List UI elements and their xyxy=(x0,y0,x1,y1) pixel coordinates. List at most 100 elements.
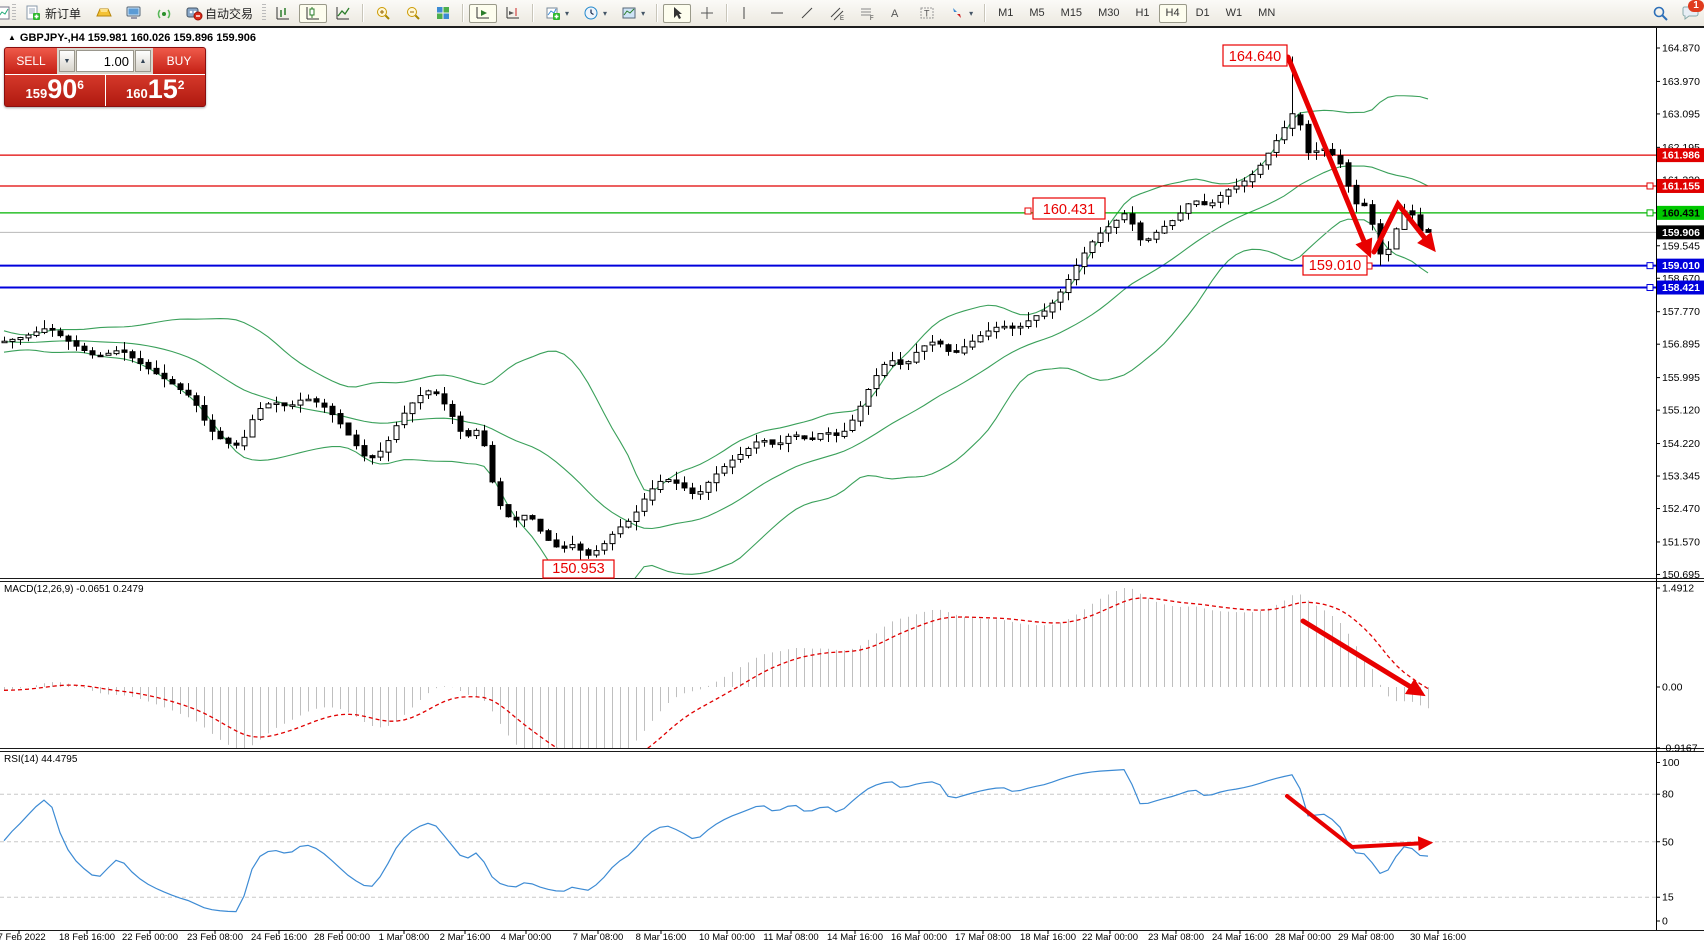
svg-text:0: 0 xyxy=(1662,916,1668,928)
volume-input[interactable] xyxy=(76,50,134,72)
tab-timeframe-w1[interactable]: W1 xyxy=(1225,7,1243,19)
buy-price[interactable]: 160 15 2 xyxy=(105,74,205,106)
chart-shift-icon xyxy=(505,5,521,21)
buy-button[interactable]: BUY xyxy=(153,48,205,74)
volume-increase-button[interactable]: ▲ xyxy=(135,50,151,72)
zoom-out-icon xyxy=(405,5,421,21)
chart-edit-icon[interactable] xyxy=(0,5,10,21)
collapse-triangle-icon[interactable]: ▲ xyxy=(8,33,16,42)
templates-icon xyxy=(621,5,637,21)
chat-button[interactable]: 1 xyxy=(1682,0,1704,23)
svg-text:F: F xyxy=(870,16,874,21)
svg-text:A: A xyxy=(891,8,899,20)
svg-text:164.870: 164.870 xyxy=(1662,43,1700,55)
terminal-icon xyxy=(125,5,141,21)
buy-price-big: 15 xyxy=(147,74,178,104)
signal-button[interactable] xyxy=(149,4,177,23)
buy-price-small: 160 xyxy=(126,86,148,101)
auto-scroll-icon xyxy=(475,5,491,21)
svg-text:10 Mar 00:00: 10 Mar 00:00 xyxy=(699,932,755,943)
equidistant-channel-button[interactable]: E xyxy=(823,4,851,23)
templates-button[interactable]: ▾ xyxy=(615,4,651,23)
time-axis: 17 Feb 2022 18 Feb 16:00 22 Feb 00:00 23 Fe… xyxy=(0,930,1466,943)
tab-timeframe-d1[interactable]: D1 xyxy=(1195,7,1210,19)
tab-timeframe-m5[interactable]: M5 xyxy=(1029,7,1045,19)
zoom-out-button[interactable] xyxy=(399,4,427,23)
price-callout-164.640[interactable]: 164.640 xyxy=(1222,44,1288,67)
candlestick-chart-button[interactable] xyxy=(299,3,328,23)
svg-text:28 Mar 00:00: 28 Mar 00:00 xyxy=(1275,932,1331,943)
bar-chart-icon xyxy=(275,5,291,21)
bollinger-bands xyxy=(3,95,1429,578)
svg-text:154.220: 154.220 xyxy=(1662,438,1700,450)
svg-text:150.695: 150.695 xyxy=(1662,569,1700,581)
tab-timeframe-m1[interactable]: M1 xyxy=(998,7,1014,19)
text-button[interactable]: A xyxy=(883,4,911,23)
svg-text:161.986: 161.986 xyxy=(1662,150,1700,162)
svg-text:22 Feb 00:00: 22 Feb 00:00 xyxy=(122,932,178,943)
text-label-button[interactable]: T xyxy=(913,4,941,23)
equidistant-channel-icon: E xyxy=(829,5,845,22)
new-order-label: 新订单 xyxy=(45,6,82,21)
terminal-button[interactable] xyxy=(119,4,147,23)
tab-timeframe-h1[interactable]: H1 xyxy=(1135,7,1150,19)
chart-shift-button[interactable] xyxy=(499,4,527,23)
text-label-icon: T xyxy=(919,5,935,21)
gold-button[interactable] xyxy=(89,4,117,23)
cursor-button[interactable] xyxy=(663,3,692,23)
vertical-line-button[interactable] xyxy=(733,4,761,23)
svg-text:4 Mar 00:00: 4 Mar 00:00 xyxy=(501,932,552,943)
svg-text:-0.9167: -0.9167 xyxy=(1662,742,1698,754)
rsi-indicator xyxy=(0,768,1656,913)
line-chart-icon xyxy=(335,5,351,21)
svg-text:17 Mar 08:00: 17 Mar 08:00 xyxy=(955,932,1011,943)
price-callout-150.953[interactable]: 150.953 xyxy=(542,559,615,579)
new-order-button[interactable]: 新订单 xyxy=(19,4,87,23)
macd-label: MACD(12,26,9) -0.0651 0.2479 xyxy=(4,584,144,595)
trendline-button[interactable] xyxy=(793,4,821,23)
auto-scroll-button[interactable] xyxy=(469,3,498,23)
fibonacci-icon: F xyxy=(859,5,875,22)
bar-chart-button[interactable] xyxy=(269,4,297,23)
tab-timeframe-h4[interactable]: H4 xyxy=(1158,3,1187,23)
price-callout-159.010[interactable]: 159.010 xyxy=(1302,255,1368,276)
arrows-button[interactable]: ▾ xyxy=(943,4,979,23)
sell-price[interactable]: 159 90 6 xyxy=(5,75,106,106)
macd-indicator xyxy=(3,588,1429,748)
sell-button[interactable]: SELL xyxy=(5,48,57,74)
tab-timeframe-m30[interactable]: M30 xyxy=(1098,7,1120,19)
toolbar-grip[interactable] xyxy=(262,4,267,22)
rsi-axis: 100 80 50 15 0 xyxy=(1656,757,1680,928)
candles xyxy=(1,56,1432,565)
indicators-icon xyxy=(545,5,561,21)
svg-text:80: 80 xyxy=(1662,789,1674,801)
periods-button[interactable]: ▾ xyxy=(577,4,613,23)
svg-text:T: T xyxy=(924,9,930,19)
indicators-button[interactable]: ▾ xyxy=(539,4,575,23)
svg-text:24 Feb 16:00: 24 Feb 16:00 xyxy=(251,932,307,943)
crosshair-button[interactable] xyxy=(693,4,721,23)
svg-text:7 Mar 08:00: 7 Mar 08:00 xyxy=(573,932,624,943)
horizontal-line-button[interactable] xyxy=(763,4,791,23)
svg-text:2 Mar 16:00: 2 Mar 16:00 xyxy=(440,932,491,943)
sell-price-small: 159 xyxy=(25,86,48,101)
volume-decrease-button[interactable]: ▼ xyxy=(59,50,75,72)
price-callout-160.431[interactable]: 160.431 xyxy=(1032,197,1106,220)
tile-windows-button[interactable] xyxy=(429,4,457,23)
svg-text:1 Mar 08:00: 1 Mar 08:00 xyxy=(379,932,430,943)
fibonacci-button[interactable]: F xyxy=(853,4,881,23)
svg-text:155.995: 155.995 xyxy=(1662,372,1700,384)
tab-timeframe-m15[interactable]: M15 xyxy=(1060,7,1083,19)
svg-text:E: E xyxy=(840,16,844,21)
svg-text:163.970: 163.970 xyxy=(1662,76,1700,88)
tile-windows-icon xyxy=(435,5,451,21)
svg-text:11 Mar 08:00: 11 Mar 08:00 xyxy=(763,932,818,943)
search-icon[interactable] xyxy=(1652,5,1668,21)
toolbar-grip[interactable] xyxy=(12,4,16,22)
svg-text:28 Feb 00:00: 28 Feb 00:00 xyxy=(314,932,370,943)
line-chart-button[interactable] xyxy=(329,4,357,23)
zoom-in-button[interactable] xyxy=(369,4,397,23)
tab-timeframe-mn[interactable]: MN xyxy=(1258,7,1276,19)
autotrading-button[interactable]: 自动交易 xyxy=(179,4,259,23)
